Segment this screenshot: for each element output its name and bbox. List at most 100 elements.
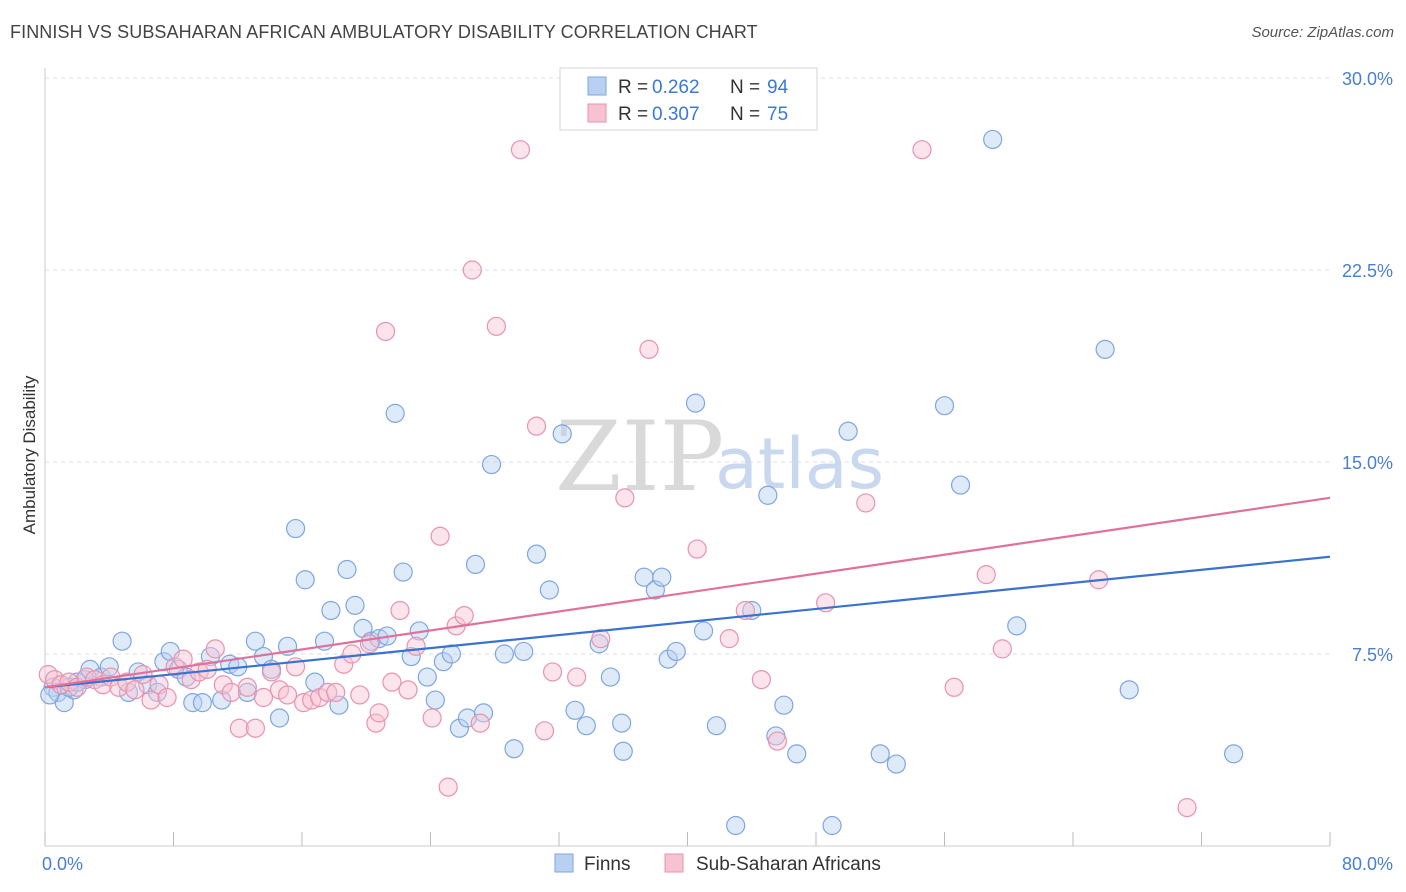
finns-point xyxy=(950,475,971,495)
legend-n-label-finns: N = xyxy=(730,77,760,98)
legend-r-value-finns: 0.262 xyxy=(652,77,700,98)
ssa-point xyxy=(237,677,257,697)
ssa-point xyxy=(229,718,249,738)
y-tick-label: 15.0% xyxy=(1342,453,1393,473)
legend-r-value-ssa: 0.307 xyxy=(652,104,700,125)
finns-point xyxy=(514,641,534,662)
legend-n-label-ssa: N = xyxy=(730,104,760,125)
y-axis-title: Ambulatory Disability xyxy=(20,375,39,534)
ssa-point xyxy=(470,713,490,733)
finns-point xyxy=(494,644,514,664)
ssa-point xyxy=(141,690,161,710)
finns-point xyxy=(886,754,906,774)
finns-point xyxy=(934,396,955,416)
ssa-point xyxy=(318,682,338,703)
ssa-point xyxy=(369,703,389,723)
finns-point xyxy=(481,454,502,475)
finns-point xyxy=(726,815,746,836)
finns-point xyxy=(425,690,445,710)
ssa-point xyxy=(422,708,442,728)
finns-point xyxy=(504,739,524,759)
ssa-point xyxy=(430,526,450,546)
finns-point xyxy=(576,716,596,736)
finns-point xyxy=(666,641,686,662)
ssa-point xyxy=(221,682,241,703)
ssa-point xyxy=(375,321,396,342)
finns-point xyxy=(870,744,890,764)
legend-n-value-ssa: 75 xyxy=(767,104,788,125)
finns-point xyxy=(1119,680,1139,700)
ssa-point xyxy=(719,629,739,649)
ssa-point xyxy=(462,260,482,280)
legend-r-label-finns: R = xyxy=(618,77,648,98)
ssa-point xyxy=(366,713,386,733)
finns-point xyxy=(321,600,341,621)
finns-trend-line xyxy=(44,555,1331,689)
finns-point xyxy=(685,393,706,413)
ssa-point xyxy=(944,677,964,697)
x-tick-label: 80.0% xyxy=(1342,854,1393,874)
legend-top: R = 0.262 N = 94 R = 0.307 N = 75 xyxy=(559,67,818,131)
ssa-point xyxy=(261,662,282,682)
finns-point xyxy=(99,657,119,677)
finns-point xyxy=(1224,744,1244,764)
ssa-point xyxy=(398,680,418,700)
finns-point xyxy=(245,631,266,651)
finns-point xyxy=(269,708,290,728)
finns-point xyxy=(774,695,794,715)
ssa-point xyxy=(342,644,362,664)
y-tick-label: 22.5% xyxy=(1342,261,1393,281)
ssa-point xyxy=(205,639,225,659)
ssa-point xyxy=(1177,797,1197,818)
finns-point xyxy=(613,741,633,761)
finns-point xyxy=(449,718,470,738)
ssa-point xyxy=(438,777,458,797)
finns-point xyxy=(112,631,132,651)
source-label: Source: ZipAtlas.com xyxy=(1251,24,1394,41)
y-tick-labels: 7.5% 15.0% 22.5% 30.0% xyxy=(1342,69,1393,665)
watermark-atlas: atlas xyxy=(715,423,884,505)
ssa-point xyxy=(390,600,410,621)
x-tick-labels: 0.0% 80.0% xyxy=(42,854,1393,874)
gridlines xyxy=(45,77,1330,655)
chart-title: FINNISH VS SUBSAHARAN AFRICAN AMBULATORY… xyxy=(10,22,758,42)
x-tick-label: 0.0% xyxy=(42,854,83,874)
ssa-point xyxy=(591,629,611,649)
finns-point xyxy=(539,580,559,600)
ssa-point xyxy=(510,140,531,160)
ssa-point xyxy=(245,718,266,738)
legend-bottom: Finns Sub-Saharan Africans xyxy=(554,853,881,875)
finns-point xyxy=(80,659,100,679)
ssa-point xyxy=(406,636,426,656)
legend-bottom-swatch-finns xyxy=(554,853,574,873)
finns-point xyxy=(183,693,203,713)
ssa-point xyxy=(38,664,58,685)
legend-bottom-swatch-ssa xyxy=(664,853,684,873)
finns-point xyxy=(552,424,572,444)
ssa-point xyxy=(526,416,547,436)
ssa-point xyxy=(454,605,474,626)
finns-point xyxy=(465,554,486,575)
legend-swatch-finns xyxy=(587,76,607,96)
axes xyxy=(44,68,1331,847)
finns-point xyxy=(329,695,349,715)
ssa-point xyxy=(912,140,932,160)
finns-point xyxy=(433,652,453,672)
ssa-point xyxy=(751,669,771,690)
finns-point xyxy=(212,690,232,710)
finns-point xyxy=(345,595,365,615)
finns-point xyxy=(652,567,672,587)
legend-bottom-label-finns: Finns xyxy=(584,854,630,875)
finns-point xyxy=(1095,339,1115,359)
finns-point xyxy=(526,544,547,564)
finns-point xyxy=(758,485,778,505)
finns-point xyxy=(147,682,168,703)
finns-point xyxy=(612,713,632,733)
finns-point xyxy=(473,703,494,723)
finns-point xyxy=(138,675,158,695)
ssa-point xyxy=(334,654,354,674)
ssa-point xyxy=(767,731,788,751)
finns-point xyxy=(385,403,405,423)
finns-point xyxy=(838,421,858,441)
